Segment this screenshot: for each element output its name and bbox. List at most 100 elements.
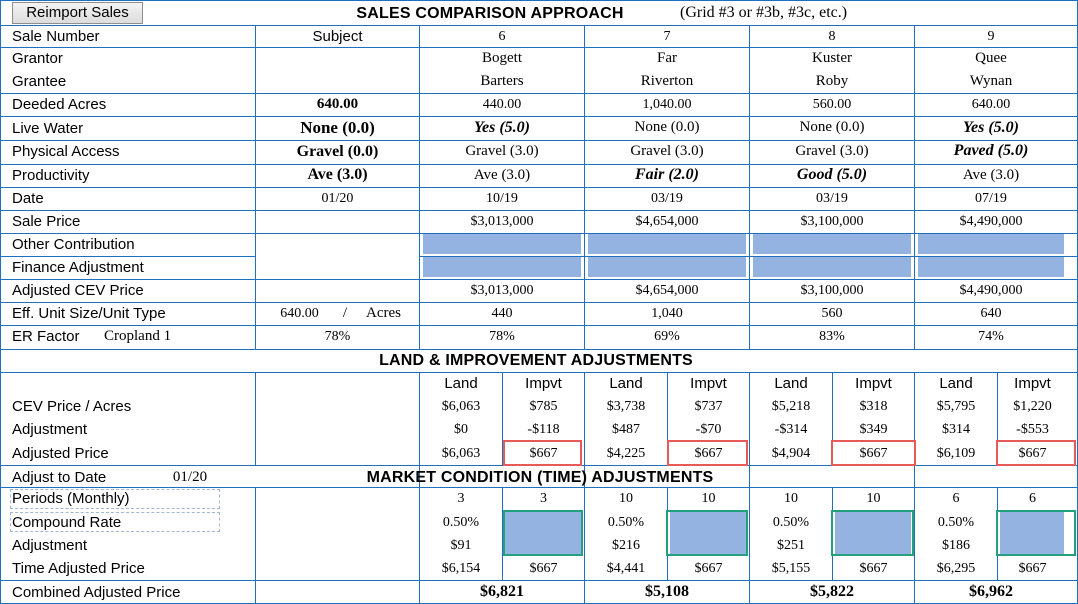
land-cev-value: $5,218	[771, 399, 811, 414]
other-contribution-input[interactable]	[588, 234, 746, 254]
grid-vline	[914, 25, 915, 349]
impvt-rate-highlight	[503, 510, 583, 556]
sale-date: 07/19	[975, 191, 1007, 206]
land-adjustment-value: $0	[454, 422, 468, 437]
compound-rate-input-box[interactable]	[10, 512, 220, 532]
other-contribution-input[interactable]	[918, 234, 1064, 254]
impvt-rate-highlight	[666, 510, 748, 556]
land-adjusted-price: $6,063	[441, 446, 481, 461]
impvt-period: 10	[866, 491, 881, 506]
impvt-time-adjusted-price: $667	[859, 561, 888, 576]
impvt-period: 6	[1029, 491, 1036, 506]
land-period: 3	[457, 491, 465, 506]
col-header-impvt: Impvt	[1014, 375, 1051, 392]
impvt-adjusted-price: $667	[694, 446, 723, 461]
grid-hline	[0, 164, 1078, 165]
grid-vline	[419, 372, 420, 603]
sale-productivity: Good (5.0)	[796, 166, 868, 183]
grid-hline	[0, 487, 1078, 488]
sale-er: 78%	[489, 329, 515, 344]
other-contribution-input[interactable]	[753, 234, 911, 254]
grid-hline	[0, 93, 1078, 94]
sale-eff-size: 1,040	[651, 306, 683, 321]
finance-adjustment-input[interactable]	[918, 257, 1064, 277]
grid-vline	[255, 372, 256, 465]
periods-input-box[interactable]	[10, 489, 220, 509]
sale-number: 9	[987, 29, 995, 44]
sale-number: 6	[498, 29, 506, 44]
er-type-cropland: Cropland 1	[104, 328, 172, 344]
label-other-contribution: Other Contribution	[12, 236, 135, 253]
grid-vline	[997, 372, 998, 465]
subject-physical-access: Gravel (0.0)	[296, 143, 379, 160]
sale-er: 74%	[978, 329, 1004, 344]
land-adjusted-price: $4,225	[606, 446, 646, 461]
grid-hline	[0, 210, 1078, 211]
label-finance-adjustment: Finance Adjustment	[12, 259, 144, 276]
impvt-cev-value: $785	[529, 399, 558, 414]
land-period: 10	[619, 491, 633, 506]
sale-productivity: Ave (3.0)	[473, 167, 531, 183]
grid-hline	[0, 580, 1078, 581]
sale-grantor: Quee	[975, 50, 1007, 66]
grid-vline	[502, 487, 503, 580]
sale-acres: 560.00	[812, 97, 852, 112]
impvt-adjusted-price: $667	[1018, 446, 1047, 461]
label-productivity: Productivity	[12, 167, 90, 184]
label-periods-monthly: Periods (Monthly)	[12, 490, 130, 507]
finance-adjustment-input[interactable]	[753, 257, 911, 277]
other-contribution-input[interactable]	[423, 234, 581, 254]
sale-acres: 1,040.00	[642, 97, 692, 112]
grid-hline	[0, 256, 256, 257]
col-header-land: Land	[774, 375, 808, 392]
sale-er: 69%	[654, 329, 680, 344]
land-time-adjusted-price: $6,154	[441, 561, 481, 576]
impvt-rate-input[interactable]	[1000, 512, 1064, 554]
land-rate: 0.50%	[772, 515, 810, 530]
sale-grantee: Barters	[480, 73, 524, 89]
impvt-rate-input[interactable]	[835, 512, 911, 554]
grid-hline	[0, 349, 1078, 350]
reimport-sales-button[interactable]: Reimport Sales	[12, 2, 143, 24]
sale-price: $4,654,000	[635, 214, 699, 229]
sale-grantee: Roby	[815, 73, 849, 89]
grid-hline	[0, 25, 1078, 26]
impvt-time-adjusted-price: $667	[1018, 561, 1047, 576]
grid-hline	[0, 279, 1078, 280]
impvt-adjustment-value: $349	[859, 422, 888, 437]
impvt-period: 10	[701, 491, 716, 506]
sale-eff-size: 440	[491, 306, 513, 321]
subject-date: 01/20	[321, 191, 354, 206]
col-header-land: Land	[939, 375, 973, 392]
impvt-rate-input[interactable]	[670, 512, 746, 554]
section-title-market-condition: MARKET CONDITION (TIME) ADJUSTMENTS	[366, 469, 714, 486]
grid-hline	[0, 372, 1078, 373]
finance-adjustment-input[interactable]	[588, 257, 746, 277]
impvt-rate-input[interactable]	[505, 512, 581, 554]
label-eff-unit-size: Eff. Unit Size/Unit Type	[12, 305, 166, 322]
sale-acres: 640.00	[971, 97, 1011, 112]
sale-live-water: Yes (5.0)	[474, 119, 530, 136]
label-adjust-to-date: Adjust to Date	[12, 469, 107, 486]
label-grantor: Grantor	[12, 50, 63, 67]
impvt-price-highlight	[503, 440, 582, 466]
section-title-sales-comparison: SALES COMPARISON APPROACH	[356, 5, 624, 22]
sale-grantor: Far	[657, 50, 677, 66]
grid-vline	[255, 25, 256, 349]
label-live-water: Live Water	[12, 120, 84, 137]
grid-vline	[584, 372, 585, 603]
finance-adjustment-input[interactable]	[423, 257, 581, 277]
grid-hline	[0, 0, 1078, 1]
grid-vline	[914, 372, 915, 603]
impvt-cev-value: $737	[694, 399, 723, 414]
land-cev-value: $5,795	[936, 399, 976, 414]
label-combined-adjusted-price: Combined Adjusted Price	[12, 584, 181, 601]
grid-hline	[0, 140, 1078, 141]
land-time-adjusted-price: $5,155	[771, 561, 811, 576]
grid-hline	[0, 325, 1078, 326]
label-land-adjustment: Adjustment	[12, 421, 88, 438]
label-deeded-acres: Deeded Acres	[12, 96, 107, 113]
adjust-to-date-value: 01/20	[172, 469, 208, 485]
subject-header: Subject	[312, 28, 363, 45]
impvt-adjustment-value: -$553	[1016, 422, 1049, 437]
